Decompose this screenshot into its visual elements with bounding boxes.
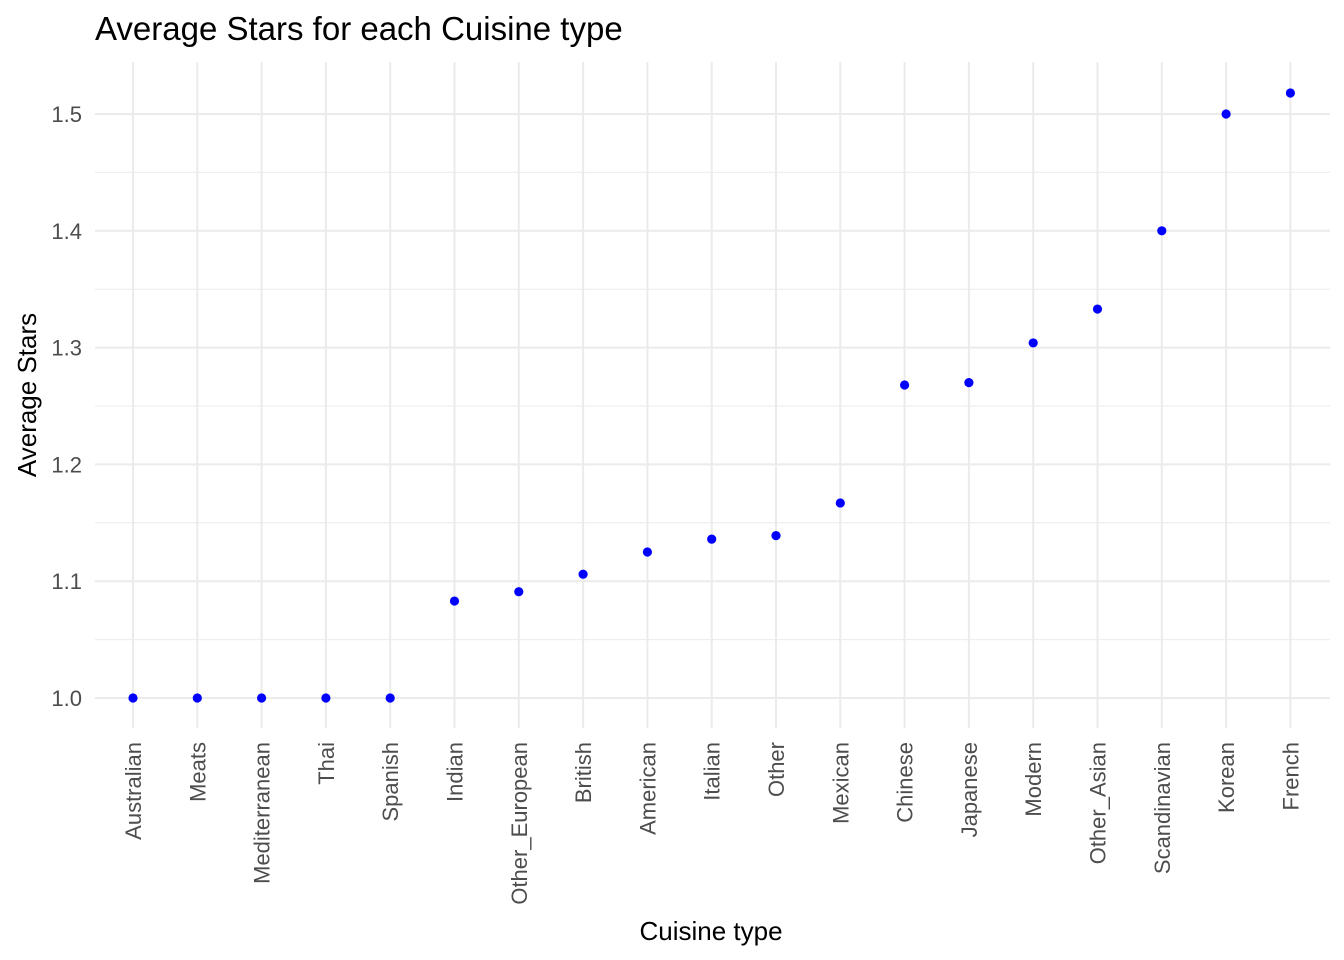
- x-tick-label: Australian: [121, 742, 146, 840]
- data-point-thai: [321, 693, 331, 703]
- data-point-french: [1285, 88, 1295, 98]
- data-points: [128, 88, 1295, 703]
- x-tick-label: British: [571, 742, 596, 803]
- x-tick-label: Indian: [443, 742, 468, 802]
- data-point-spanish: [385, 693, 395, 703]
- x-tick-labels: Australian Meats Mediterranean Thai Spanish I…: [121, 742, 1303, 905]
- data-point-chinese: [900, 380, 910, 390]
- y-tick-label: 1.0: [51, 686, 82, 711]
- x-axis-title: Cuisine type: [639, 916, 782, 946]
- chart-title: Average Stars for each Cuisine type: [95, 10, 623, 47]
- data-point-scandinavian: [1157, 226, 1167, 236]
- x-tick-label: French: [1278, 742, 1303, 810]
- x-tick-label: Other_European: [507, 742, 532, 905]
- x-tick-label: Italian: [700, 742, 725, 801]
- x-tick-label: Scandinavian: [1150, 742, 1175, 874]
- data-point-other_european: [514, 587, 524, 597]
- x-tick-label: Meats: [185, 742, 210, 802]
- data-point-other_asian: [1092, 304, 1103, 314]
- data-point-mexican: [835, 498, 845, 508]
- x-tick-label: Other: [764, 742, 789, 797]
- data-point-american: [642, 547, 653, 557]
- y-tick-label: 1.1: [51, 569, 82, 594]
- y-tick-label: 1.2: [51, 452, 82, 477]
- x-tick-label: Japanese: [957, 742, 982, 837]
- data-point-modern: [1028, 338, 1038, 348]
- x-tick-label: Mexican: [828, 742, 853, 824]
- x-tick-label: Thai: [314, 742, 339, 785]
- x-tick-label: Other_Asian: [1086, 742, 1111, 864]
- data-point-australian: [128, 693, 138, 703]
- y-tick-labels: 1.0 1.1 1.2 1.3 1.4 1.5: [51, 102, 82, 711]
- x-tick-label: Korean: [1214, 742, 1239, 813]
- data-point-japanese: [964, 378, 974, 388]
- data-point-other: [771, 531, 781, 541]
- y-tick-label: 1.4: [51, 219, 82, 244]
- data-point-indian: [449, 596, 460, 606]
- x-tick-label: American: [635, 742, 660, 835]
- x-tick-label: Mediterranean: [250, 742, 275, 884]
- data-point-italian: [707, 534, 717, 544]
- data-point-british: [578, 569, 588, 579]
- major-gridlines: [95, 62, 1330, 728]
- data-point-meats: [192, 693, 202, 703]
- x-tick-label: Modern: [1021, 742, 1046, 817]
- x-tick-label: Chinese: [893, 742, 918, 823]
- data-point-korean: [1221, 109, 1231, 119]
- x-tick-label: Spanish: [378, 742, 403, 822]
- y-axis-title: Average Stars: [12, 313, 42, 477]
- data-point-mediterranean: [257, 693, 267, 703]
- y-tick-label: 1.5: [51, 102, 82, 127]
- y-tick-label: 1.3: [51, 336, 82, 361]
